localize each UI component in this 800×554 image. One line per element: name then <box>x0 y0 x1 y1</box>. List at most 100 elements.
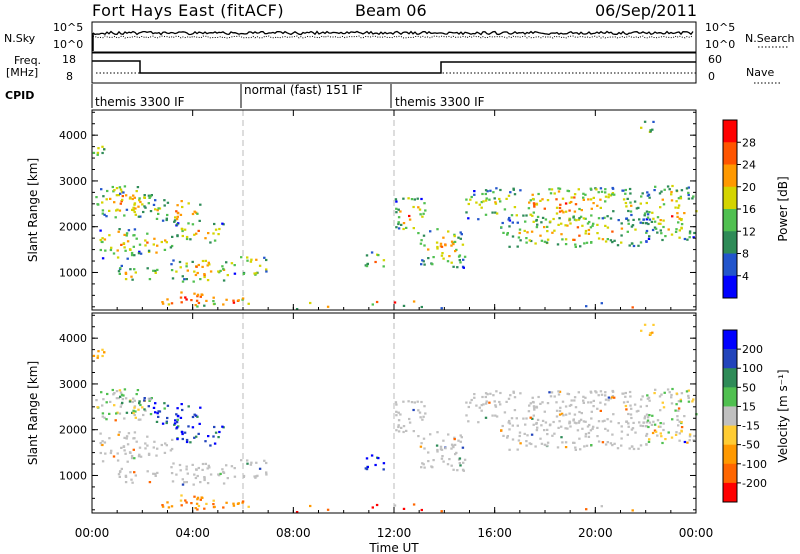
power-cell <box>486 190 489 193</box>
power-colorbar-swatch <box>723 253 737 277</box>
power-cell <box>528 201 531 204</box>
velocity-cell <box>566 427 569 430</box>
velocity-cell <box>101 415 104 418</box>
power-cell <box>393 301 397 304</box>
velocity-cell <box>531 396 534 399</box>
time-axis: 00:00 04:00 08:00 12:00 16:00 20:00 00:00Time … <box>75 526 714 554</box>
power-cell <box>533 205 536 208</box>
velocity-cell <box>625 420 628 423</box>
velocity-cell <box>461 446 465 449</box>
velocity-cell <box>435 444 439 447</box>
power-cell <box>143 196 146 199</box>
power-cell <box>508 216 511 220</box>
velocity-cell <box>592 405 595 408</box>
velocity-cell <box>597 440 601 443</box>
velocity-cell <box>611 444 614 447</box>
velocity-cell <box>540 442 544 445</box>
velocity-cell <box>679 398 682 401</box>
power-cell <box>147 249 151 252</box>
velocity-cell <box>193 495 196 498</box>
power-cell <box>534 242 537 245</box>
power-cell <box>214 228 218 231</box>
power-cell <box>646 194 650 197</box>
power-cell <box>540 239 544 242</box>
power-cell <box>196 293 200 296</box>
power-cell <box>518 228 522 231</box>
velocity-cell <box>375 503 379 507</box>
power-cell <box>408 218 412 221</box>
velocity-cell <box>536 418 540 421</box>
y-tick-label: 1000 <box>59 266 87 279</box>
velocity-cell <box>407 400 410 403</box>
power-cell <box>494 201 497 204</box>
power-cell <box>560 233 563 236</box>
velocity-cell <box>189 441 192 444</box>
power-cell <box>651 228 655 232</box>
velocity-cell <box>539 437 542 440</box>
velocity-cell <box>136 389 140 392</box>
power-cell <box>139 215 142 218</box>
power-cell <box>531 214 534 217</box>
power-cell <box>627 222 630 225</box>
velocity-cell <box>165 421 168 425</box>
power-cell <box>659 206 662 209</box>
velocity-cell <box>170 447 174 451</box>
velocity-cell <box>427 460 430 463</box>
velocity-cell <box>126 460 129 463</box>
velocity-cell <box>561 441 564 444</box>
velocity-cell <box>578 410 581 414</box>
velocity-cell <box>203 478 206 482</box>
power-cell <box>616 244 620 247</box>
power-cell <box>604 240 608 243</box>
power-cell <box>656 216 660 219</box>
power-cell <box>592 196 595 199</box>
velocity-cell <box>612 413 615 416</box>
velocity-cell <box>620 425 623 428</box>
power-cell <box>627 209 630 213</box>
velocity-cell <box>395 410 398 413</box>
power-cell <box>194 273 198 277</box>
power-cell <box>502 231 505 234</box>
power-cell <box>96 153 99 156</box>
power-cell <box>130 251 134 255</box>
power-cell <box>630 225 634 228</box>
velocity-cell <box>477 421 480 424</box>
power-cell <box>601 217 604 220</box>
power-cell <box>207 232 210 235</box>
x-tick-label: 20:00 <box>578 526 613 540</box>
velocity-cell <box>484 395 487 399</box>
power-cell <box>113 201 116 204</box>
velocity-cell <box>166 404 170 407</box>
velocity-cell <box>99 432 102 435</box>
power-cell <box>645 201 648 205</box>
power-cell <box>146 232 149 235</box>
power-cell <box>232 301 236 304</box>
power-cell <box>687 193 690 197</box>
velocity-cell <box>175 413 178 416</box>
power-cell <box>133 203 136 206</box>
power-cell <box>558 210 562 213</box>
velocity-cell <box>578 420 581 423</box>
velocity-cell <box>374 463 377 467</box>
power-cell <box>624 188 627 192</box>
velocity-colorbar-tick: 100 <box>742 362 763 375</box>
power-cell <box>124 194 128 197</box>
power-cell <box>397 216 401 219</box>
power-cell <box>546 199 550 202</box>
power-cell <box>652 120 655 123</box>
velocity-cell <box>419 445 423 448</box>
velocity-cell <box>123 436 126 439</box>
power-cell <box>255 272 258 275</box>
power-cell <box>420 197 423 201</box>
power-cell <box>597 217 601 220</box>
power-cell <box>536 215 540 218</box>
velocity-colorbar-swatch <box>723 425 737 445</box>
velocity-cell <box>420 400 423 404</box>
velocity-cell <box>185 468 188 471</box>
velocity-cell <box>196 496 200 499</box>
velocity-cell <box>204 440 207 443</box>
velocity-cell <box>568 412 571 415</box>
x-tick-label: 12:00 <box>377 526 412 540</box>
power-cell <box>440 245 444 248</box>
